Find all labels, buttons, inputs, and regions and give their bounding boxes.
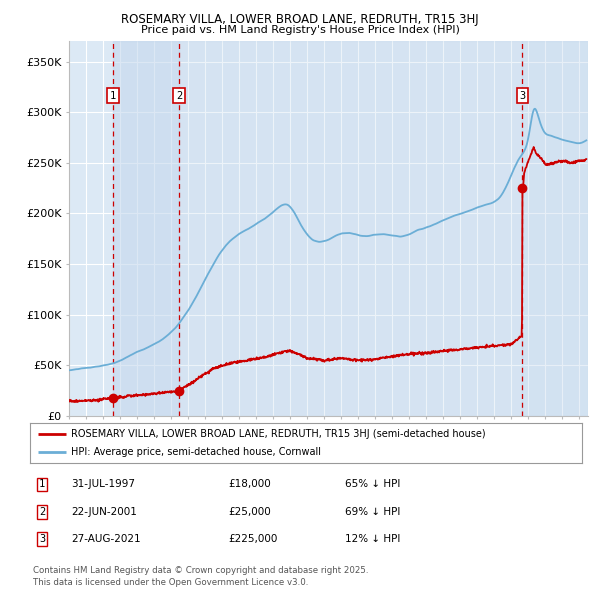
Text: ROSEMARY VILLA, LOWER BROAD LANE, REDRUTH, TR15 3HJ (semi-detached house): ROSEMARY VILLA, LOWER BROAD LANE, REDRUT… (71, 429, 486, 439)
Text: 3: 3 (520, 91, 526, 101)
Text: 22-JUN-2001: 22-JUN-2001 (71, 507, 137, 517)
Text: Price paid vs. HM Land Registry's House Price Index (HPI): Price paid vs. HM Land Registry's House … (140, 25, 460, 35)
Text: £18,000: £18,000 (229, 480, 271, 489)
Bar (113, 41, 179, 416)
Text: 69% ↓ HPI: 69% ↓ HPI (344, 507, 400, 517)
Text: £225,000: £225,000 (229, 535, 278, 544)
Text: 65% ↓ HPI: 65% ↓ HPI (344, 480, 400, 489)
Text: 27-AUG-2021: 27-AUG-2021 (71, 535, 141, 544)
Text: £25,000: £25,000 (229, 507, 271, 517)
Text: 3: 3 (39, 535, 45, 544)
Bar (523, 41, 588, 416)
Text: 2: 2 (39, 507, 45, 517)
Text: 1: 1 (110, 91, 116, 101)
Text: 2: 2 (176, 91, 182, 101)
Text: 12% ↓ HPI: 12% ↓ HPI (344, 535, 400, 544)
Text: Contains HM Land Registry data © Crown copyright and database right 2025.
This d: Contains HM Land Registry data © Crown c… (33, 566, 368, 587)
Text: 1: 1 (39, 480, 45, 489)
Text: ROSEMARY VILLA, LOWER BROAD LANE, REDRUTH, TR15 3HJ: ROSEMARY VILLA, LOWER BROAD LANE, REDRUT… (121, 13, 479, 26)
Text: 31-JUL-1997: 31-JUL-1997 (71, 480, 136, 489)
Bar (179, 41, 523, 416)
Text: HPI: Average price, semi-detached house, Cornwall: HPI: Average price, semi-detached house,… (71, 447, 322, 457)
